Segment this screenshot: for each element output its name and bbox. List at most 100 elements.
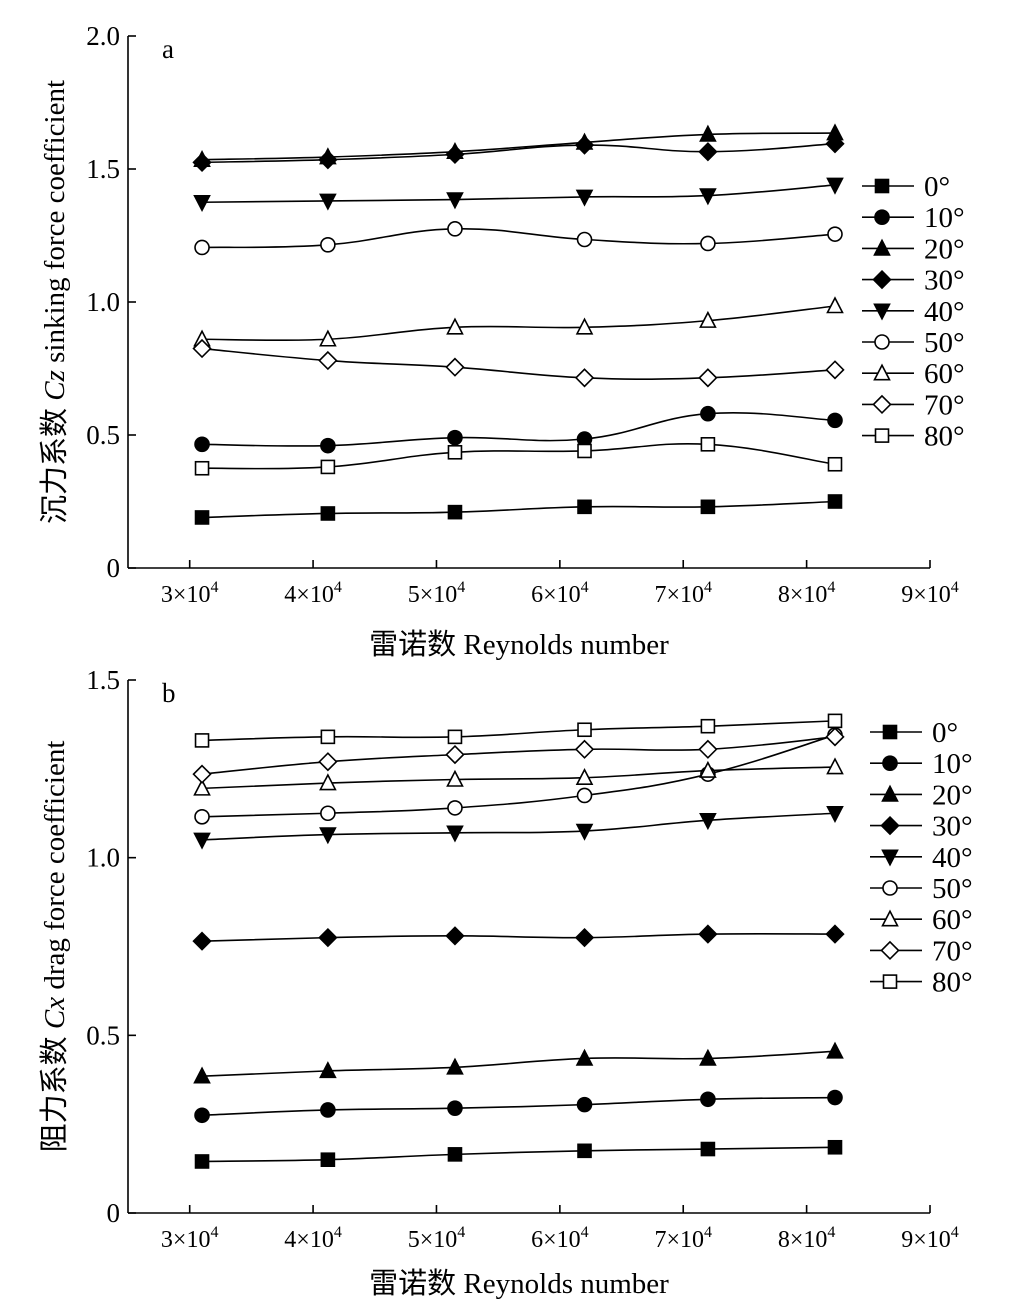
panel-label: b [162,678,176,708]
y-tick-label: 1.5 [86,665,120,695]
legend-label: 50° [932,873,973,905]
data-point [825,360,845,380]
data-point [320,506,336,521]
x-tick-label: 4×104 [284,579,342,608]
series-10deg [194,405,843,454]
x-tick-label: 3×104 [161,1224,219,1253]
series-40deg [193,177,844,212]
legend-label: 60° [932,904,973,936]
data-point [192,152,212,172]
legend-label: 20° [924,233,965,265]
series-line [202,132,836,161]
data-point [577,1143,592,1159]
legend-marker [874,428,890,443]
data-point [445,144,465,165]
data-point [320,237,336,253]
series-50deg [194,221,843,256]
x-tick-label: 8×104 [778,1224,836,1253]
data-point [320,459,336,475]
series-line [202,227,836,249]
data-point [319,773,337,791]
series-10deg [194,1089,843,1124]
data-point [447,1147,463,1162]
legend-label: 40° [932,842,973,874]
legend-marker [872,394,892,415]
data-point [700,235,716,252]
data-point [574,368,595,388]
data-point [826,805,844,823]
data-point [827,713,843,729]
y-tick-label: 2.0 [86,21,120,51]
y-tick-label: 1.5 [86,154,120,184]
legend-label: 20° [932,779,973,811]
legend-label: 40° [924,296,965,328]
data-point [576,1096,593,1113]
series-line [202,184,836,204]
series-60deg [193,296,844,347]
data-point [318,927,338,948]
legend: 0°10°20°30°40°50°60°70°80° [870,717,973,999]
data-point [192,338,212,359]
data-point [319,193,337,211]
data-point [193,1066,211,1084]
data-point [320,1152,336,1167]
data-point [700,437,716,452]
data-point [320,437,336,454]
data-point [193,194,211,212]
x-tick-label: 8×104 [778,579,836,608]
data-point [576,787,593,804]
series-20deg [193,1041,844,1084]
data-point [319,1061,337,1079]
data-point [825,134,845,154]
data-point [699,813,717,831]
data-point [577,499,592,515]
data-point [194,239,210,256]
data-point [447,221,463,237]
data-point [194,1154,210,1169]
data-point [192,764,212,784]
data-point [446,192,464,210]
data-point [700,499,716,515]
series-0deg [194,494,843,525]
data-point [194,809,210,825]
series-line [201,766,836,790]
data-point [699,188,717,206]
series-0deg [194,1139,843,1169]
legend-label: 30° [932,811,973,843]
data-point [575,317,594,335]
y-tick-label: 0 [107,553,121,583]
data-point [699,310,717,328]
data-point [700,718,716,734]
legend: 0°10°20°30°40°50°60°70°80° [862,171,965,453]
panel-label: a [162,34,174,64]
series-40deg [193,805,844,850]
data-point [577,722,592,738]
series-70deg [192,727,845,784]
series-30deg [192,924,845,951]
y-tick-label: 1.0 [86,287,120,317]
legend-label: 50° [924,327,965,359]
legend-marker [880,940,900,961]
legend-marker [882,724,898,740]
series-80deg [194,713,843,748]
series-line [202,500,836,519]
legend-marker [882,974,898,989]
data-point [318,150,338,170]
data-point [700,1091,716,1108]
series-30deg [192,134,845,172]
legend-marker [882,755,898,772]
x-tick-label: 3×104 [161,579,219,608]
legend-label: 30° [924,265,965,297]
y-tick-label: 1.0 [86,843,120,873]
data-point [827,1089,843,1106]
data-point [827,494,843,509]
data-point [194,510,210,525]
data-point [575,767,594,786]
data-point [320,1102,336,1118]
data-point [826,1041,844,1059]
data-point [698,739,718,759]
series-line [201,1096,836,1117]
legend-label: 0° [932,717,958,749]
series-line [201,347,836,381]
